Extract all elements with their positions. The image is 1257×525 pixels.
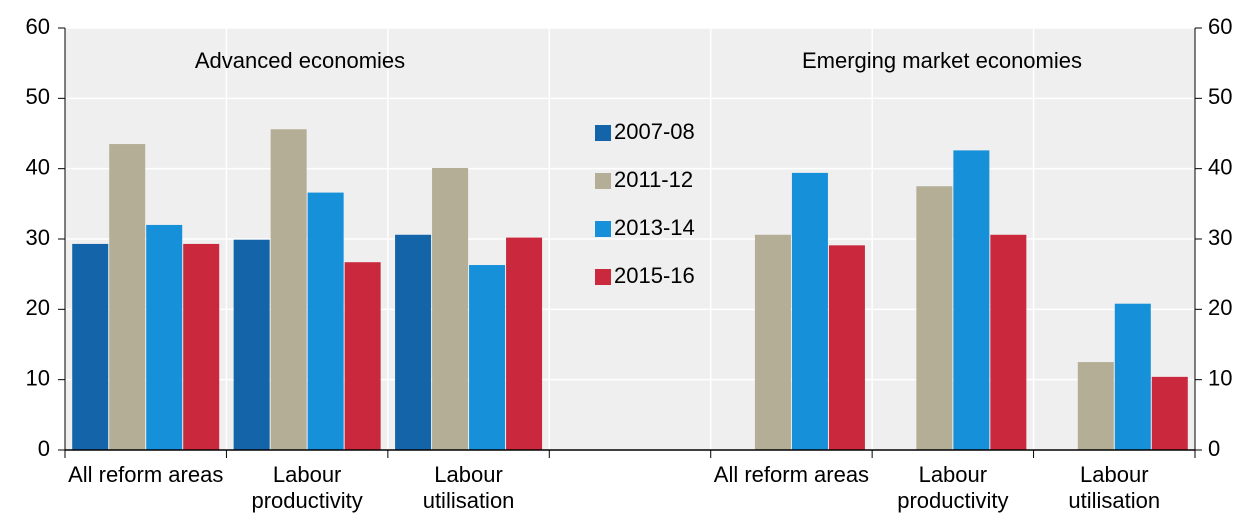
legend-label: 2011-12	[614, 167, 693, 192]
bar	[307, 192, 344, 450]
y2-tick-label: 50	[1208, 84, 1232, 109]
bar	[1151, 376, 1188, 450]
bar	[828, 245, 865, 450]
annotation: Advanced economies	[195, 48, 405, 73]
y-tick-label: 50	[26, 84, 50, 109]
bar	[109, 144, 146, 451]
y-tick-label: 60	[26, 14, 50, 39]
y-tick-label: 10	[26, 365, 50, 390]
annotation: Emerging market economies	[802, 48, 1082, 73]
legend-label: 2007-08	[614, 119, 695, 144]
bar	[506, 237, 543, 450]
bar	[233, 239, 270, 450]
y2-tick-label: 0	[1208, 436, 1220, 461]
bar	[990, 234, 1027, 450]
bar	[146, 224, 183, 450]
y2-tick-label: 10	[1208, 365, 1232, 390]
x-tick-label: Labour utilisation	[1068, 462, 1161, 513]
y2-tick-label: 20	[1208, 295, 1232, 320]
legend-label: 2013-14	[614, 215, 695, 240]
y2-tick-label: 40	[1208, 154, 1232, 179]
bar	[754, 234, 791, 450]
bar	[469, 265, 506, 450]
x-tick-label: Labour productivity	[251, 462, 363, 513]
y2-tick-label: 60	[1208, 14, 1232, 39]
bar	[270, 129, 307, 450]
bar	[72, 243, 109, 450]
y-tick-label: 0	[38, 436, 50, 461]
bar	[791, 172, 828, 451]
legend-swatch	[595, 221, 611, 237]
bar	[183, 243, 220, 450]
x-tick-label: Labour utilisation	[422, 462, 515, 513]
y-tick-label: 30	[26, 225, 50, 250]
legend-swatch	[595, 125, 611, 141]
bar	[1114, 303, 1151, 450]
y-tick-label: 20	[26, 295, 50, 320]
bar	[432, 167, 469, 451]
legend-swatch	[595, 173, 611, 189]
x-tick-label: Labour productivity	[897, 462, 1009, 513]
legend-swatch	[595, 269, 611, 285]
y-tick-label: 40	[26, 154, 50, 179]
bar	[916, 186, 953, 450]
x-tick-label: All reform areas	[68, 462, 224, 487]
bar	[395, 234, 432, 450]
bar	[1077, 362, 1114, 450]
y2-tick-label: 30	[1208, 225, 1232, 250]
bar	[344, 262, 381, 450]
x-tick-label: All reform areas	[713, 462, 870, 487]
legend-label: 2015-16	[614, 263, 695, 288]
bar	[953, 150, 990, 450]
